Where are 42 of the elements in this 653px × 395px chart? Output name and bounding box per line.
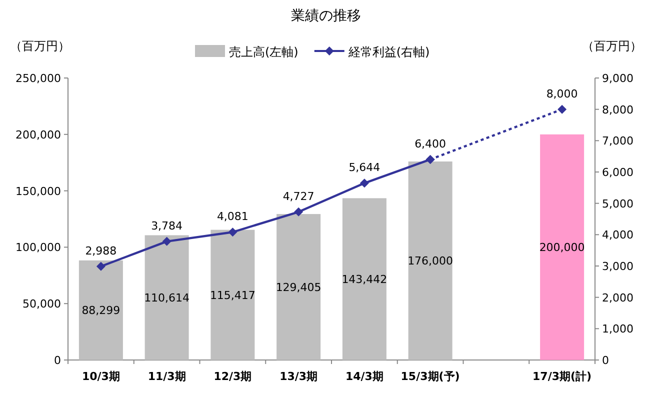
x-tick-label: 11/3期: [148, 370, 186, 383]
y2-tick-label: 3,000: [602, 260, 634, 273]
data-label: 143,442: [342, 273, 388, 286]
legend-label: 経常利益(右軸): [347, 45, 430, 59]
chart-title: 業績の推移: [291, 8, 361, 24]
x-tick-label: 12/3期: [214, 370, 252, 383]
data-label: 8,000: [546, 87, 578, 100]
data-label: 176,000: [408, 254, 454, 268]
y-tick-label: 200,000: [16, 128, 61, 142]
data-label: 200,000: [539, 241, 585, 254]
data-label: 129,405: [276, 281, 322, 294]
legend-label: 売上高(左軸): [229, 45, 298, 59]
x-tick-label: 14/3期: [345, 370, 384, 383]
y-tick-label: 100,000: [16, 241, 61, 254]
x-tick-label: 17/3期(計): [532, 370, 592, 383]
data-label: 110,614: [144, 292, 190, 305]
y2-tick-label: 2,000: [602, 291, 634, 304]
x-tick-label: 15/3期(予): [400, 370, 460, 383]
y-tick-label: 50,000: [22, 298, 61, 311]
y2-tick-label: 5,000: [602, 197, 634, 210]
x-tick-label: 13/3期: [280, 370, 318, 383]
y2-tick-label: 9,000: [602, 72, 634, 85]
y-tick-label: 0: [54, 354, 61, 367]
y2-tick-label: 7,000: [602, 134, 634, 148]
y2-tick-label: 4,000: [602, 228, 634, 242]
y-axis-title: （百万円）: [10, 39, 70, 53]
data-label: 5,644: [348, 161, 380, 174]
data-label: 4,081: [216, 210, 248, 224]
data-label: 88,299: [82, 304, 120, 318]
x-tick-label: 10/3期: [82, 370, 120, 383]
data-label: 4,727: [282, 190, 314, 203]
y2-tick-label: 6,000: [602, 166, 634, 179]
data-label: 3,784: [151, 219, 183, 232]
data-label: 6,400: [414, 137, 446, 150]
y2-tick-label: 8,000: [602, 103, 634, 116]
y-tick-label: 150,000: [16, 184, 61, 198]
data-label: 115,417: [210, 288, 256, 302]
y2-tick-label: 0: [602, 354, 609, 367]
y2-tick-label: 1,000: [602, 322, 634, 336]
data-label: 2,988: [85, 244, 117, 258]
y-tick-label: 250,000: [16, 72, 61, 85]
y2-axis-title: （百万円）: [582, 39, 642, 53]
